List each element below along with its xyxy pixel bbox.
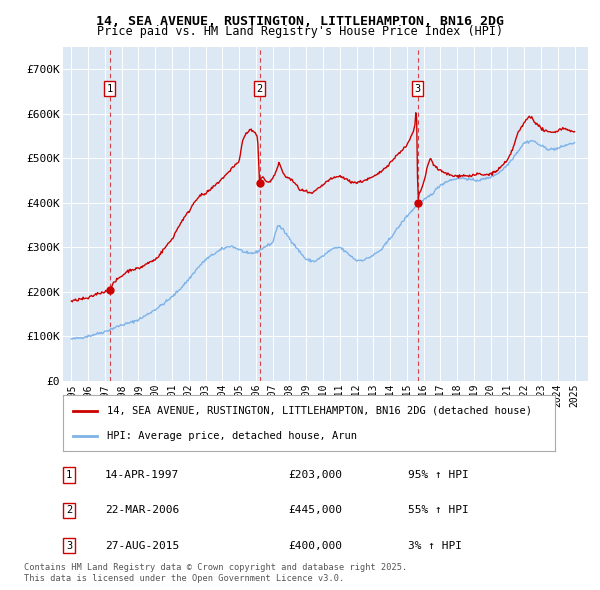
Text: 22-MAR-2006: 22-MAR-2006 <box>105 506 179 515</box>
Text: 14, SEA AVENUE, RUSTINGTON, LITTLEHAMPTON, BN16 2DG (detached house): 14, SEA AVENUE, RUSTINGTON, LITTLEHAMPTO… <box>107 406 532 416</box>
Text: 2: 2 <box>66 506 72 515</box>
Text: 95% ↑ HPI: 95% ↑ HPI <box>408 470 469 480</box>
Text: 14-APR-1997: 14-APR-1997 <box>105 470 179 480</box>
Text: 3: 3 <box>66 541 72 550</box>
Text: 1: 1 <box>66 470 72 480</box>
Text: Contains HM Land Registry data © Crown copyright and database right 2025.: Contains HM Land Registry data © Crown c… <box>24 563 407 572</box>
Text: £445,000: £445,000 <box>288 506 342 515</box>
Text: 1: 1 <box>107 84 113 94</box>
Text: 27-AUG-2015: 27-AUG-2015 <box>105 541 179 550</box>
Text: £203,000: £203,000 <box>288 470 342 480</box>
Text: Price paid vs. HM Land Registry's House Price Index (HPI): Price paid vs. HM Land Registry's House … <box>97 25 503 38</box>
Text: 55% ↑ HPI: 55% ↑ HPI <box>408 506 469 515</box>
Text: This data is licensed under the Open Government Licence v3.0.: This data is licensed under the Open Gov… <box>24 574 344 583</box>
Text: HPI: Average price, detached house, Arun: HPI: Average price, detached house, Arun <box>107 431 357 441</box>
Text: 14, SEA AVENUE, RUSTINGTON, LITTLEHAMPTON, BN16 2DG: 14, SEA AVENUE, RUSTINGTON, LITTLEHAMPTO… <box>96 15 504 28</box>
Text: £400,000: £400,000 <box>288 541 342 550</box>
Text: 2: 2 <box>256 84 263 94</box>
Text: 3% ↑ HPI: 3% ↑ HPI <box>408 541 462 550</box>
Text: 3: 3 <box>415 84 421 94</box>
